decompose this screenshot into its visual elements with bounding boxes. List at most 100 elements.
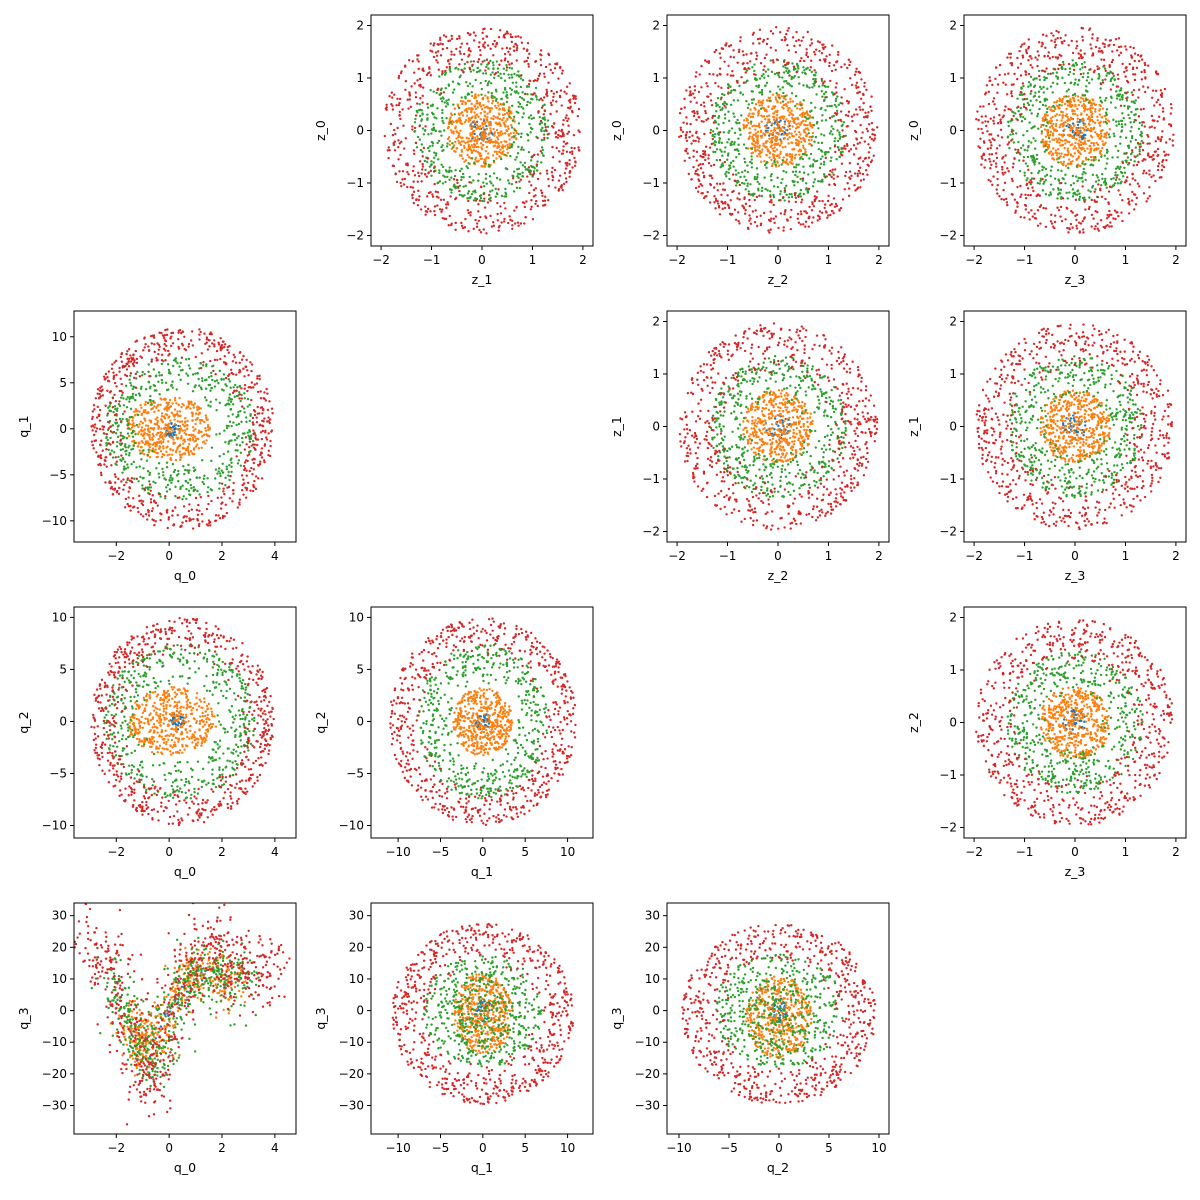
data-point [1022,103,1026,106]
data-point [433,210,436,213]
data-point [1058,103,1061,107]
data-point [727,171,730,174]
data-point [565,114,568,117]
data-point [726,141,729,144]
data-point [1045,111,1049,114]
data-point [462,176,465,179]
data-point [1112,118,1115,122]
data-point [792,119,796,123]
data-point [1123,70,1126,74]
data-point [528,52,531,55]
data-point [503,145,507,148]
data-point [784,208,787,212]
data-point [465,114,469,117]
data-point [1115,90,1118,93]
data-point [1079,68,1082,71]
data-point [688,135,691,139]
data-point [1111,83,1115,86]
data-point [426,195,429,198]
data-point [1133,59,1136,63]
data-point [424,205,427,208]
data-point [1001,171,1004,175]
data-point [780,95,784,98]
data-point [754,103,758,106]
data-point [714,102,718,105]
data-point [793,184,796,187]
data-point [440,116,444,120]
data-point [1056,76,1060,79]
data-point [802,111,805,114]
data-point [807,138,811,142]
data-point [1083,196,1086,199]
data-point [1011,132,1015,136]
data-point [494,71,498,75]
data-point [543,118,547,121]
data-point [1132,73,1135,76]
data-point [773,112,776,115]
data-point [535,163,539,166]
data-point [1058,125,1061,129]
data-point [791,62,794,65]
data-point [849,148,853,151]
data-point [1051,91,1054,94]
data-point [760,88,764,92]
data-point [1093,121,1097,125]
data-point [568,175,571,178]
data-point [508,142,511,146]
data-point [797,75,800,79]
data-point [748,112,751,115]
data-point [573,101,577,105]
data-point [1061,135,1064,138]
data-point [484,69,487,72]
data-point [807,128,810,132]
data-point [454,126,457,130]
data-point [795,142,798,146]
data-point [799,104,803,107]
data-point [499,157,503,161]
data-point [794,166,797,169]
data-point [494,99,498,103]
data-point [478,199,482,202]
data-point [503,123,506,126]
data-point [819,107,822,111]
data-point [1062,121,1065,125]
data-point [753,69,756,73]
data-point [788,111,792,114]
data-point [1043,99,1047,103]
data-point [441,47,445,51]
data-point [1042,206,1045,210]
data-point [980,115,983,118]
data-point [813,50,816,54]
data-point [539,150,543,153]
data-point [769,217,773,220]
data-point [1118,93,1122,96]
data-point [692,155,695,158]
data-point [469,124,472,128]
data-point [510,123,513,127]
data-point [785,118,788,121]
data-point [541,126,544,130]
data-point [757,112,760,115]
data-point [763,56,767,60]
data-point [802,223,805,226]
data-point [734,218,738,221]
data-point [755,84,758,88]
data-point [512,170,516,173]
data-point [475,145,479,149]
data-point [776,114,779,117]
data-point [1082,167,1085,171]
data-point [759,214,762,217]
data-point [457,117,461,120]
data-point [714,48,718,52]
data-point [782,196,785,199]
data-point [1143,70,1146,74]
data-point [1065,124,1068,128]
data-point [1081,97,1085,100]
data-point [451,142,454,145]
data-point [772,129,775,132]
data-point [727,110,730,113]
data-point [531,218,535,221]
data-point [825,55,828,58]
data-point [790,193,793,196]
data-point [732,56,736,59]
